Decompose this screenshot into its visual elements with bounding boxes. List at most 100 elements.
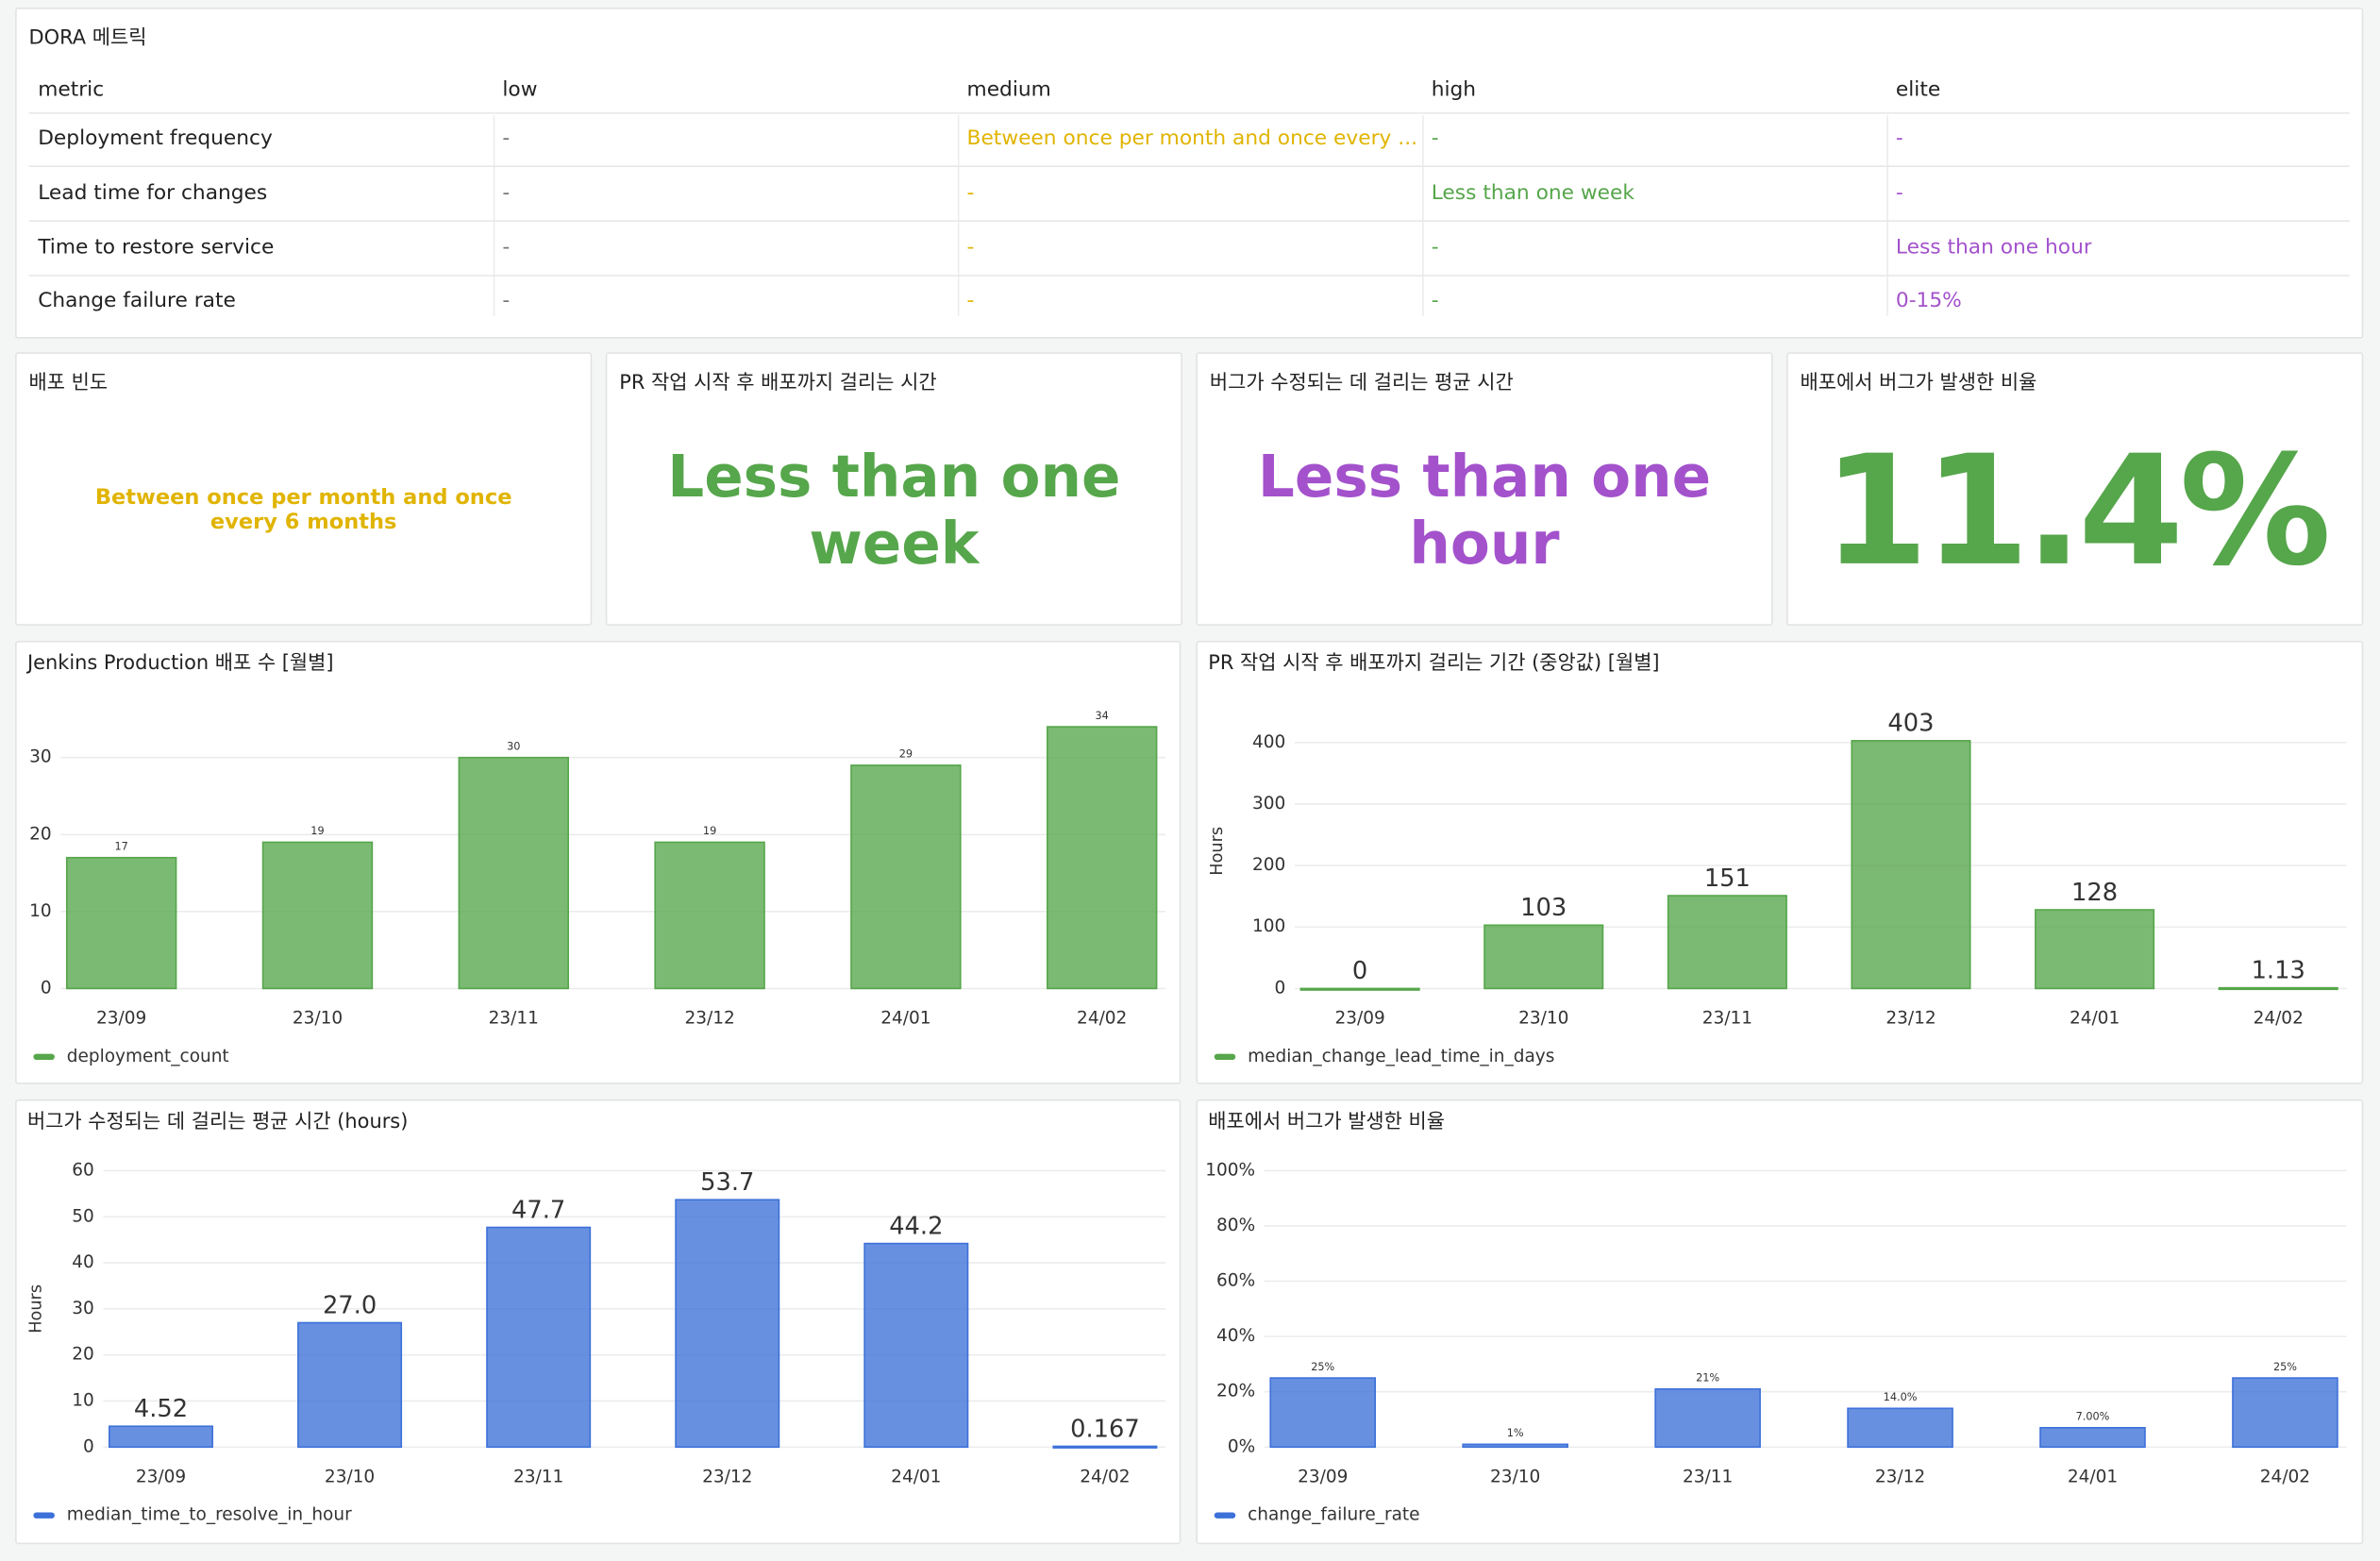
x-tick-label: 24/02 (1080, 1467, 1130, 1486)
table-cell: - (1895, 126, 1903, 151)
value-label: 21% (1696, 1372, 1719, 1385)
value-label: 1.13 (2252, 956, 2305, 984)
x-tick-label: 24/02 (2260, 1467, 2310, 1486)
panel-title: DORA 메트릭 (28, 26, 147, 51)
bar (261, 841, 374, 990)
table-cell: Less than one hour (1895, 235, 2092, 260)
y-tick-label: 0 (83, 1436, 94, 1456)
value-label: 1% (1507, 1427, 1524, 1439)
value-label: 44.2 (889, 1212, 943, 1240)
bar (1667, 895, 1787, 990)
stat-value: Between once per month and once every 6 … (94, 485, 512, 535)
legend-swatch (33, 1053, 55, 1061)
stat-panel: 배포에서 버그가 발생한 비율 11.4% (1786, 352, 2364, 626)
y-tick-label: 30 (29, 747, 52, 767)
y-tick-label: 20 (72, 1345, 94, 1365)
y-tick-label: 20 (29, 824, 52, 844)
value-label: 14.0% (1884, 1391, 1918, 1403)
panel-title: PR 작업 시작 후 배포까지 걸리는 시간 (619, 372, 937, 395)
bar (863, 1242, 969, 1449)
x-tick-label: 24/01 (2068, 1467, 2118, 1486)
value-label: 25% (2273, 1361, 2297, 1373)
legend-label: median_time_to_resolve_in_hour (67, 1505, 352, 1525)
x-tick-label: 23/09 (96, 1009, 146, 1029)
bar (1483, 924, 1604, 990)
legend-label: change_failure_rate (1248, 1505, 1419, 1525)
y-tick-label: 0 (41, 978, 52, 998)
value-label: 0 (1352, 957, 1367, 985)
x-tick-label: 24/02 (2254, 1009, 2304, 1029)
x-tick-label: 23/11 (1702, 1009, 1752, 1029)
bar (1299, 987, 1420, 991)
column-separator (493, 115, 495, 316)
value-label: 128 (2071, 879, 2118, 907)
x-tick-label: 23/09 (136, 1467, 186, 1486)
value-label: 47.7 (511, 1196, 565, 1224)
table-cell: - (1895, 180, 1903, 206)
bar (850, 764, 962, 990)
table-cell: - (502, 235, 511, 260)
bar (297, 1321, 403, 1449)
value-label: 34 (1096, 710, 1109, 722)
chart-title: Jenkins Production 배포 수 [월별] (25, 651, 334, 674)
bar (109, 1425, 213, 1449)
panel-title: 버그가 수정되는 데 걸리는 평균 시간 (1209, 372, 1514, 395)
table-cell: - (966, 288, 975, 313)
y-axis-label: Hours (1208, 827, 1227, 876)
row-separator (28, 275, 2350, 277)
table-cell: Change failure rate (38, 288, 236, 313)
y-tick-label: 60% (1216, 1271, 1255, 1291)
row-separator (28, 220, 2350, 222)
y-tick-label: 100% (1205, 1160, 1255, 1180)
chart-title: PR 작업 시작 후 배포까지 걸리는 기간 (중앙값) [월별] (1208, 651, 1659, 674)
bar (65, 856, 177, 990)
table-cell: - (1431, 288, 1439, 313)
x-tick-label: 23/12 (1875, 1467, 1925, 1486)
column-separator (1886, 115, 1888, 316)
table-cell: Less than one week (1431, 180, 1634, 206)
legend-label: median_change_lead_time_in_days (1248, 1047, 1554, 1066)
table-cell: Deployment frequency (38, 126, 273, 151)
value-label: 4.52 (134, 1395, 188, 1423)
x-tick-label: 23/10 (293, 1009, 343, 1029)
chart-panel (15, 640, 1182, 1084)
row-separator (28, 165, 2350, 167)
bar (458, 756, 569, 990)
table-cell: 0-15% (1895, 288, 1962, 313)
stat-value: Less than one week (667, 443, 1121, 578)
chart-title: 버그가 수정되는 데 걸리는 평균 시간 (hours) (27, 1110, 408, 1133)
legend-label: deployment_count (67, 1047, 229, 1066)
legend-swatch (1214, 1053, 1236, 1061)
x-tick-label: 24/01 (891, 1467, 941, 1486)
bar (2035, 909, 2155, 990)
value-label: 17 (115, 840, 128, 852)
stat-panel: 배포 빈도 Between once per month and once eve… (15, 352, 593, 626)
value-label: 53.7 (700, 1168, 754, 1197)
bar (2232, 1377, 2338, 1449)
stat-value: Less than one hour (1257, 443, 1712, 578)
stat-panel: 버그가 수정되는 데 걸리는 평균 시간 Less than one hour (1196, 352, 1773, 626)
x-tick-label: 23/09 (1298, 1467, 1348, 1486)
column-separator (1422, 115, 1424, 316)
y-tick-label: 40 (72, 1252, 94, 1272)
bar (1654, 1387, 1761, 1449)
table-cell: - (966, 235, 975, 260)
bar (2218, 986, 2338, 991)
chart-panel (1196, 1099, 2364, 1545)
y-tick-label: 0% (1228, 1436, 1255, 1456)
bar (2039, 1426, 2146, 1449)
value-label: 30 (507, 740, 520, 752)
column-header: metric (38, 77, 105, 102)
value-label: 29 (899, 748, 913, 761)
chart-panel (15, 1099, 1182, 1545)
stat-panel: PR 작업 시작 후 배포까지 걸리는 시간 Less than one week (605, 352, 1182, 626)
y-axis-label: Hours (27, 1284, 46, 1334)
y-tick-label: 200 (1252, 855, 1285, 875)
y-tick-label: 40% (1216, 1326, 1255, 1346)
column-header: elite (1895, 77, 1941, 102)
y-tick-label: 0 (1275, 978, 1286, 998)
table-cell: - (966, 180, 975, 206)
